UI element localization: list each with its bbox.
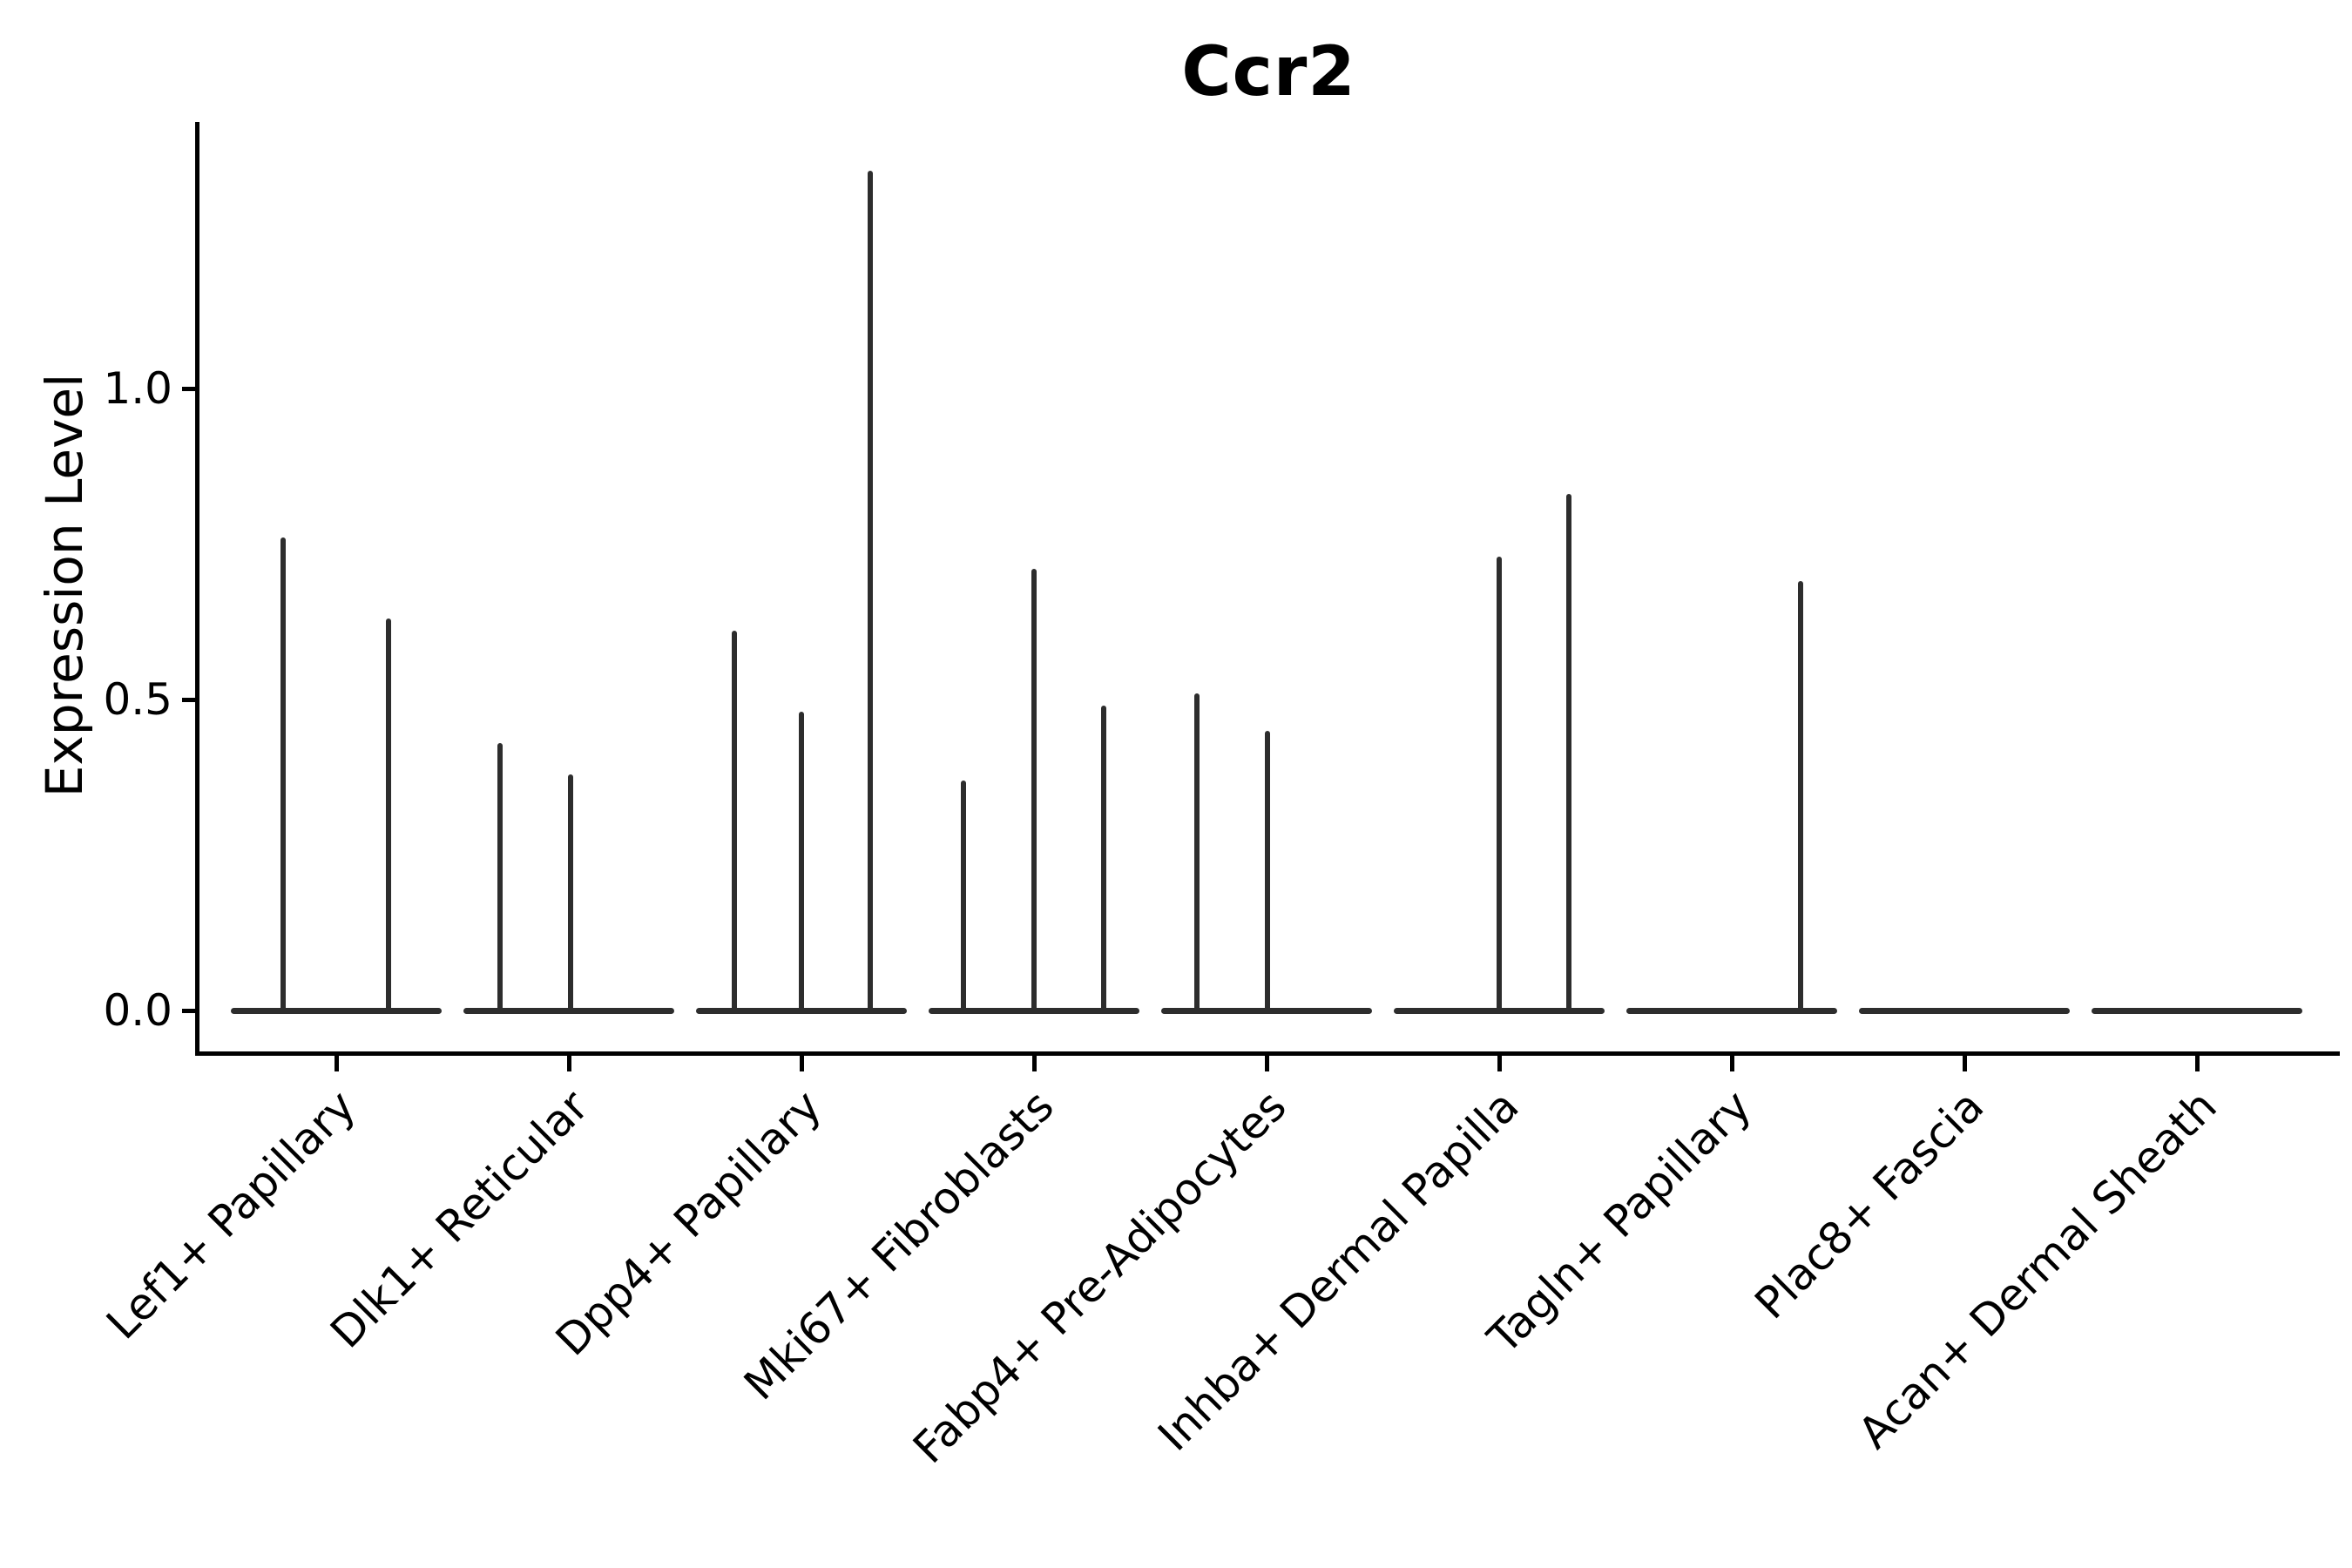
x-axis-category-label: Fabp4+ Pre-Adipocytes xyxy=(903,1080,1296,1474)
x-tick xyxy=(799,1056,804,1071)
y-tick xyxy=(182,386,198,391)
x-tick xyxy=(2194,1056,2200,1071)
violin-needle xyxy=(386,618,391,1013)
violin-needle xyxy=(799,712,804,1013)
violin-baseline xyxy=(231,1007,442,1014)
x-tick xyxy=(1031,1056,1037,1071)
x-axis-category-label: Dlk1+ Reticular xyxy=(321,1080,598,1358)
y-tick-label: 1.0 xyxy=(103,363,172,414)
violin-needle xyxy=(1798,581,1803,1013)
y-tick xyxy=(182,1008,198,1013)
violin-needle xyxy=(497,742,503,1013)
x-tick xyxy=(1264,1056,1269,1071)
x-tick xyxy=(334,1056,339,1071)
violin-needle xyxy=(732,631,737,1013)
violin-needle xyxy=(280,537,286,1013)
y-axis-label: Expression Level xyxy=(35,373,94,798)
violin-needle xyxy=(961,780,966,1013)
violin-needle xyxy=(868,171,873,1013)
x-tick xyxy=(1729,1056,1734,1071)
violin-baseline xyxy=(2092,1007,2302,1014)
x-axis-line xyxy=(195,1051,2340,1056)
violin-needle xyxy=(1566,494,1571,1013)
violin-needle xyxy=(1265,730,1270,1013)
plot-title: Ccr2 xyxy=(1181,33,1356,112)
x-tick xyxy=(566,1056,571,1071)
x-tick xyxy=(1497,1056,1502,1071)
y-axis-line xyxy=(195,122,199,1056)
x-axis-category-label: Plac8+ Fascia xyxy=(1745,1080,1994,1329)
x-axis-category-label: Lef1+ Papillary xyxy=(97,1080,366,1349)
y-tick xyxy=(182,697,198,702)
violin-needle xyxy=(1497,556,1502,1013)
violin-baseline xyxy=(1859,1007,2070,1014)
violin-needle xyxy=(1194,693,1200,1013)
violin-needle xyxy=(1101,706,1106,1013)
violin-baseline xyxy=(1626,1007,1837,1014)
violin-needle xyxy=(1031,569,1037,1013)
x-axis-category-label: Tagln+ Papillary xyxy=(1478,1080,1761,1363)
y-tick-label: 0.0 xyxy=(103,985,172,1036)
x-tick xyxy=(1962,1056,1967,1071)
y-tick-label: 0.5 xyxy=(103,674,172,725)
violin-needle xyxy=(568,774,573,1013)
